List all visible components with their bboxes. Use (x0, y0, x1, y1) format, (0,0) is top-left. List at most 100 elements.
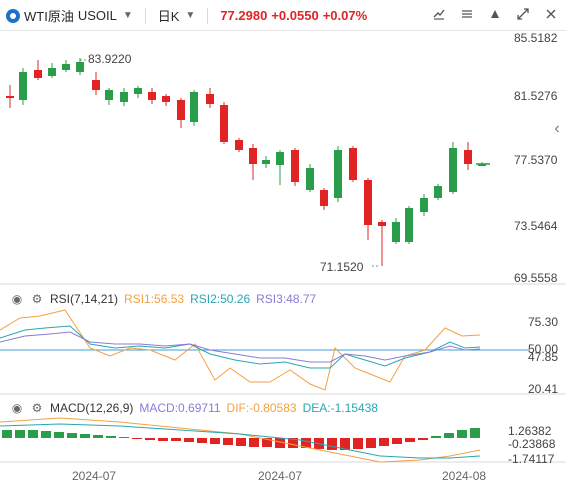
indicator-icon[interactable] (486, 5, 504, 23)
macd-bar (340, 438, 350, 450)
macd-bar (184, 438, 194, 442)
macd-bar (457, 430, 467, 438)
macd-bar (431, 436, 441, 438)
macd-histogram (2, 428, 480, 450)
date-axis-label: 2024-08 (442, 469, 487, 483)
macd-bar (158, 438, 168, 441)
macd-bar (210, 438, 220, 444)
rsi2-line (0, 325, 481, 369)
price-change: +0.0550 (271, 8, 319, 23)
candle-body (6, 96, 14, 98)
candle-body (249, 148, 257, 164)
macd-value: MACD:0.69711 (139, 401, 221, 415)
candle-body (276, 152, 284, 165)
macd-bar (405, 438, 415, 442)
price-change-percent: +0.07% (322, 8, 368, 23)
close-icon[interactable] (542, 5, 560, 23)
candle-body (306, 168, 314, 190)
rsi3-line (0, 331, 481, 363)
expand-icon[interactable] (514, 5, 532, 23)
candlestick-series (6, 58, 486, 266)
symbol-code: USOIL (77, 8, 117, 23)
macd-bar (418, 438, 428, 440)
candle-body (349, 148, 357, 180)
price-axis-label: 81.5276 (514, 89, 558, 103)
date-axis-label: 2024-07 (72, 469, 117, 483)
macd-bar (470, 428, 480, 438)
macd-bar (54, 432, 64, 438)
candle-body (120, 92, 128, 102)
chevron-down-icon: ▼ (185, 10, 196, 21)
eye-icon[interactable]: ◉ (11, 401, 23, 415)
candle-body (334, 150, 342, 198)
candle-body (190, 92, 198, 122)
symbol-name: WTI原油 (24, 9, 74, 24)
candle-body (76, 62, 84, 72)
chevron-left-icon[interactable]: ‹ (554, 120, 560, 137)
rsi3-value: RSI3:48.77 (256, 292, 317, 306)
eye-icon[interactable]: ◉ (11, 292, 23, 306)
macd-bar (288, 438, 298, 448)
draw-tools-icon[interactable] (430, 5, 448, 23)
candle-body (364, 180, 372, 225)
candle-body (206, 94, 214, 104)
macd-bar (353, 438, 363, 449)
macd-bar (392, 438, 402, 444)
candle-body (34, 70, 42, 78)
settings-icon[interactable]: ⚙ (31, 401, 43, 415)
macd-axis-label: -1.74117 (508, 452, 555, 466)
macd-bar (171, 438, 181, 441)
candle-body (162, 96, 170, 102)
price-axis-label: 69.5558 (514, 271, 558, 285)
candle-body (405, 208, 413, 242)
candle-body (464, 150, 472, 164)
dea-value: DEA:-1.15438 (302, 401, 378, 415)
high-annotation: 83.9220 (88, 52, 132, 66)
macd-bar (132, 438, 142, 439)
macd-bar (366, 438, 376, 448)
toolbar (430, 5, 560, 23)
macd-bar (197, 438, 207, 443)
kline-chart[interactable]: 85.5182 81.5276 77.5370 73.5464 69.5558 … (0, 30, 566, 488)
rsi2-value: RSI2:50.26 (190, 292, 251, 306)
candle-body (378, 222, 386, 226)
rsi-axis-label: 50.00 (528, 342, 558, 356)
candle-body (291, 150, 299, 182)
settings-icon[interactable]: ⚙ (31, 292, 43, 306)
macd-bar (327, 438, 337, 450)
chevron-down-icon: ▼ (122, 10, 133, 21)
separator (207, 7, 209, 24)
macd-bar (28, 430, 38, 438)
rsi-axis-label: 20.41 (528, 382, 558, 396)
symbol-selector[interactable]: WTI原油 USOIL ▼ 日K ▼ 77.2980 +0.0550 +0.07… (6, 6, 367, 25)
separator (144, 7, 146, 24)
candle-body (62, 64, 70, 70)
last-price: 77.2980 (220, 8, 268, 23)
candle-body (134, 88, 142, 94)
candle-body (48, 68, 56, 76)
macd-bar (444, 433, 454, 438)
macd-bar (301, 438, 311, 448)
price-axis-label: 77.5370 (514, 153, 558, 167)
low-annotation: 71.1520 (320, 260, 364, 274)
macd-bar (236, 438, 246, 446)
macd-bar (249, 438, 259, 447)
candle-body (320, 190, 328, 206)
candle-body (262, 160, 270, 164)
macd-axis-label: 1.26382 (508, 424, 552, 438)
compare-icon[interactable] (458, 5, 476, 23)
macd-bar (15, 430, 25, 438)
period-selector[interactable]: 日K (157, 9, 180, 24)
macd-title: MACD(12,26,9) (50, 401, 134, 415)
macd-bar (41, 431, 51, 438)
macd-bar (93, 435, 103, 438)
candle-body (220, 105, 228, 142)
candle-body (19, 72, 27, 100)
candle-body (177, 100, 185, 120)
price-axis-label: 85.5182 (514, 31, 558, 45)
candle-body (148, 92, 156, 100)
macd-bar (106, 436, 116, 438)
price-axis-label: 73.5464 (514, 219, 558, 233)
macd-bar (80, 434, 90, 438)
